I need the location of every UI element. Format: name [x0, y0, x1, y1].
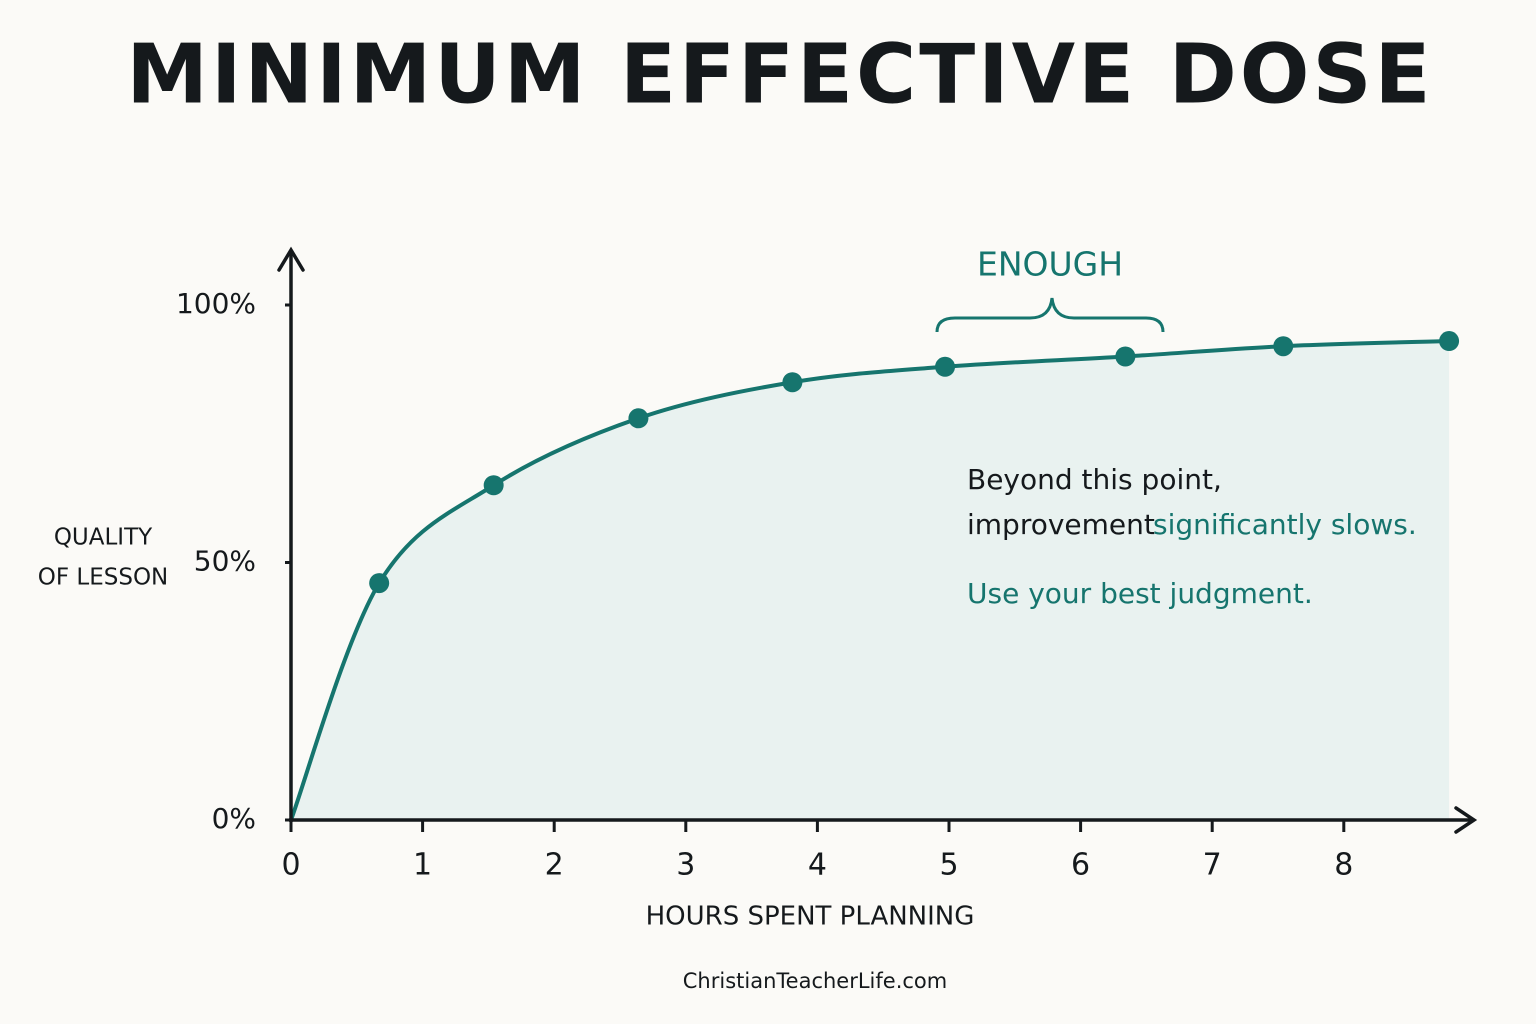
data-point — [1273, 336, 1294, 357]
data-point — [1115, 346, 1136, 367]
y-axis-arrow — [277, 246, 305, 272]
note-text: Beyond this point, — [967, 463, 1222, 496]
data-point — [483, 475, 504, 496]
bracket-label: ENOUGH — [977, 245, 1123, 284]
data-point — [369, 573, 390, 594]
curve — [377, 339, 1450, 585]
x-tick-label: 7 — [1203, 848, 1222, 883]
note-advice: Use your best judgment. — [967, 577, 1313, 610]
data-point — [782, 372, 803, 393]
data-point — [628, 408, 649, 429]
x-tick-label: 0 — [281, 848, 300, 883]
data-point — [935, 356, 956, 377]
y-tick-label: 100% — [176, 287, 256, 320]
note-text: improvement — [967, 508, 1155, 541]
data-point — [1439, 331, 1460, 352]
x-axis-arrow — [1454, 806, 1478, 834]
x-tick-label: 3 — [676, 848, 695, 883]
x-axis-label: HOURS SPENT PLANNING — [646, 902, 975, 932]
x-tick-label: 4 — [808, 848, 827, 883]
x-tick-label: 6 — [1071, 848, 1090, 883]
footer: ChristianTeacherLife.com — [683, 969, 947, 993]
y-axis-label: OF LESSON — [38, 565, 169, 591]
y-axis-label: QUALITY — [54, 525, 153, 551]
y-tick-label: 50% — [194, 545, 256, 578]
y-tick-label: 0% — [212, 802, 256, 835]
x-tick-label: 5 — [939, 848, 958, 883]
area-fill — [291, 341, 1450, 820]
x-tick-label: 2 — [545, 848, 564, 883]
enough-bracket — [935, 297, 1165, 333]
note-highlight: significantly slows. — [1153, 508, 1417, 541]
curve-lead-in — [289, 582, 381, 821]
x-tick-label: 1 — [413, 848, 432, 883]
x-tick-label: 8 — [1334, 848, 1353, 883]
plot — [289, 331, 1460, 821]
chart-title: MINIMUM EFFECTIVE DOSE — [126, 27, 1433, 122]
